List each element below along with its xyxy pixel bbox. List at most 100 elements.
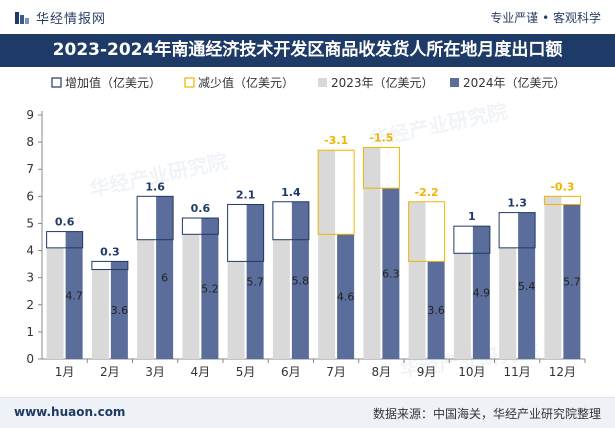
x-tick-label-5: 5月 bbox=[236, 365, 256, 379]
bar-2024-7 bbox=[337, 234, 355, 359]
legend-swatch-increase bbox=[51, 77, 62, 88]
increase-box-11 bbox=[498, 212, 536, 249]
legend-swatch-2024 bbox=[450, 78, 459, 87]
change-label-3: 1.6 bbox=[145, 180, 165, 193]
value-label-2024-6: 5.8 bbox=[292, 274, 310, 287]
x-tick-label-4: 4月 bbox=[191, 365, 211, 379]
increase-box-1 bbox=[46, 231, 84, 249]
y-tick-label-9: 9 bbox=[26, 108, 34, 122]
y-tick-label-0: 0 bbox=[26, 352, 34, 366]
bar-2024-10 bbox=[472, 226, 490, 359]
bar-2023-11 bbox=[499, 247, 517, 359]
legend-label-2024: 2024年（亿美元） bbox=[463, 75, 566, 90]
y-tick-label-2: 2 bbox=[26, 298, 34, 312]
watermark-0: 华经产业研究院 bbox=[88, 149, 230, 202]
bar-2023-3 bbox=[137, 239, 155, 359]
decrease-box-9 bbox=[408, 201, 446, 262]
y-tick-label-5: 5 bbox=[26, 216, 34, 230]
bar-2024-4 bbox=[201, 218, 219, 359]
value-label-2024-10: 4.9 bbox=[473, 287, 491, 300]
bar-2023-2 bbox=[91, 269, 109, 359]
bar-2024-3 bbox=[156, 196, 174, 359]
value-label-2024-4: 5.2 bbox=[201, 283, 219, 296]
bar-2024-12 bbox=[563, 204, 581, 359]
y-tick-label-1: 1 bbox=[26, 325, 34, 339]
decrease-box-8 bbox=[362, 147, 400, 189]
value-label-2024-9: 3.6 bbox=[427, 304, 445, 317]
bar-2023-1 bbox=[46, 247, 64, 359]
y-tick-label-8: 8 bbox=[26, 135, 34, 149]
change-label-4: 0.6 bbox=[191, 202, 211, 215]
change-label-8: -1.5 bbox=[369, 132, 393, 145]
increase-box-5 bbox=[227, 203, 265, 262]
increase-box-4 bbox=[181, 217, 219, 235]
chart-title: 2023-2024年南通经济技术开发区商品收发货人所在地月度出口额 bbox=[0, 34, 615, 67]
bar-2023-6 bbox=[272, 239, 290, 359]
x-tick-label-10: 10月 bbox=[458, 365, 485, 379]
change-label-2: 0.3 bbox=[100, 245, 120, 258]
x-tick-label-1: 1月 bbox=[55, 365, 75, 379]
bar-2023-9 bbox=[408, 201, 426, 359]
value-label-2024-3: 6 bbox=[161, 272, 168, 285]
x-tick-label-12: 12月 bbox=[549, 365, 576, 379]
bar-2023-5 bbox=[227, 261, 245, 359]
x-tick-label-6: 6月 bbox=[281, 365, 301, 379]
legend-label-2023: 2023年（亿美元） bbox=[331, 75, 434, 90]
bar-2024-5 bbox=[246, 204, 264, 359]
legend-swatch-decrease bbox=[184, 77, 195, 88]
value-label-2024-12: 5.7 bbox=[563, 276, 581, 289]
legend-label-increase: 增加值（亿美元） bbox=[65, 75, 161, 90]
brand: 华经情报网 bbox=[14, 8, 106, 27]
x-tick-label-2: 2月 bbox=[100, 365, 120, 379]
top-bar: 华经情报网 专业严谨 • 客观科学 bbox=[0, 0, 615, 35]
x-tick-label-7: 7月 bbox=[326, 365, 346, 379]
legend-label-decrease: 减少值（亿美元） bbox=[198, 75, 294, 90]
tagline: 专业严谨 • 客观科学 bbox=[490, 11, 601, 25]
change-label-12: -0.3 bbox=[550, 180, 574, 193]
logo-icon bbox=[15, 11, 29, 24]
value-label-2024-5: 5.7 bbox=[246, 276, 264, 289]
bar-2024-8 bbox=[382, 188, 400, 359]
bar-2023-8 bbox=[363, 147, 381, 359]
bar-2023-7 bbox=[318, 150, 336, 359]
change-label-5: 2.1 bbox=[236, 188, 256, 201]
change-label-9: -2.2 bbox=[415, 186, 439, 199]
value-label-2024-11: 5.4 bbox=[518, 280, 536, 293]
y-tick-label-7: 7 bbox=[26, 162, 34, 176]
y-tick-label-6: 6 bbox=[26, 189, 34, 203]
change-label-11: 1.3 bbox=[507, 197, 527, 210]
legend-swatch-2023 bbox=[318, 78, 327, 87]
increase-box-6 bbox=[272, 201, 310, 241]
x-tick-label-3: 3月 bbox=[145, 365, 165, 379]
website-link[interactable]: www.huaon.com bbox=[14, 405, 126, 419]
y-tick-label-3: 3 bbox=[26, 271, 34, 285]
change-label-1: 0.6 bbox=[55, 216, 75, 229]
footer: www.huaon.com 数据来源：中国海关，华经产业研究院整理 bbox=[0, 397, 615, 428]
decrease-box-12 bbox=[543, 195, 581, 205]
bar-2024-1 bbox=[65, 231, 83, 359]
bar-2024-11 bbox=[518, 212, 536, 359]
change-label-6: 1.4 bbox=[281, 186, 301, 199]
x-tick-label-9: 9月 bbox=[417, 365, 437, 379]
bar-2023-10 bbox=[453, 253, 471, 359]
change-label-10: 1 bbox=[468, 210, 476, 223]
value-label-2024-2: 3.6 bbox=[111, 304, 129, 317]
x-tick-label-11: 11月 bbox=[503, 365, 530, 379]
value-label-2024-8: 6.3 bbox=[382, 268, 400, 281]
bar-2023-4 bbox=[182, 234, 200, 359]
bar-2024-6 bbox=[291, 201, 309, 359]
x-tick-label-8: 8月 bbox=[372, 365, 392, 379]
decrease-box-7 bbox=[317, 149, 355, 235]
bar-2023-12 bbox=[544, 196, 562, 359]
increase-box-2 bbox=[91, 260, 129, 271]
value-label-2024-1: 4.7 bbox=[65, 289, 83, 302]
brand-name: 华经情报网 bbox=[36, 12, 107, 27]
y-tick-label-4: 4 bbox=[26, 244, 34, 258]
change-label-7: -3.1 bbox=[324, 134, 348, 147]
increase-box-10 bbox=[453, 225, 491, 254]
increase-box-3 bbox=[136, 195, 174, 241]
value-label-2024-7: 4.6 bbox=[337, 291, 355, 304]
data-source: 数据来源：中国海关，华经产业研究院整理 bbox=[372, 407, 601, 421]
bar-2024-9 bbox=[427, 261, 445, 359]
